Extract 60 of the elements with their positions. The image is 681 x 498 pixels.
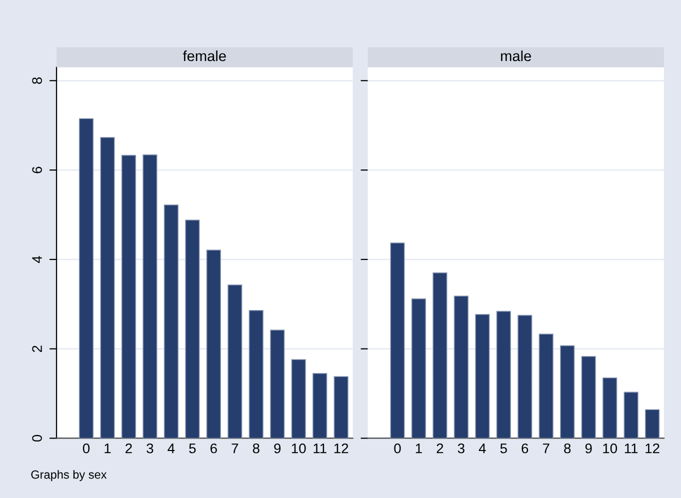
bar bbox=[538, 334, 554, 438]
x-tick-label: 5 bbox=[500, 444, 507, 454]
bar bbox=[581, 356, 596, 438]
x-tick-label: 7 bbox=[542, 444, 550, 454]
bar bbox=[644, 409, 660, 438]
y-tick-label: 6 bbox=[32, 166, 42, 174]
bar bbox=[624, 392, 638, 438]
x-tick-label: 9 bbox=[585, 443, 592, 454]
x-tick-label: 9 bbox=[274, 443, 281, 454]
x-tick-label: 10 bbox=[603, 443, 618, 454]
x-tick-label: 1 bbox=[416, 444, 422, 454]
y-tick-label: 2 bbox=[32, 346, 42, 352]
x-tick-label: 8 bbox=[252, 443, 260, 454]
x-tick-label: 11 bbox=[314, 444, 326, 454]
bar bbox=[248, 310, 264, 438]
y-tick-label: 4 bbox=[32, 256, 42, 263]
x-tick-label: 0 bbox=[82, 443, 90, 454]
bar bbox=[185, 220, 200, 438]
bar bbox=[228, 284, 242, 438]
chart-title: female bbox=[182, 50, 226, 62]
bar bbox=[496, 310, 511, 438]
x-tick-label: 10 bbox=[292, 443, 306, 454]
bar bbox=[432, 272, 448, 438]
bar bbox=[270, 330, 285, 438]
x-tick-label: 12 bbox=[646, 443, 660, 454]
bar bbox=[164, 204, 179, 438]
x-tick-label: 1 bbox=[104, 444, 111, 454]
x-tick-label: 6 bbox=[210, 443, 217, 454]
bar bbox=[411, 298, 426, 438]
bar bbox=[142, 154, 158, 438]
x-tick-label: 2 bbox=[126, 443, 132, 454]
text: Graphs by sex bbox=[31, 470, 107, 482]
x-tick-label: 6 bbox=[522, 443, 528, 454]
bar bbox=[475, 314, 490, 438]
bar bbox=[291, 359, 306, 438]
bar bbox=[206, 250, 221, 438]
bar bbox=[602, 377, 618, 438]
bar bbox=[121, 154, 136, 438]
x-tick-label: 8 bbox=[564, 443, 571, 454]
bar bbox=[78, 118, 94, 438]
chart-title: male bbox=[501, 50, 532, 62]
bar bbox=[334, 376, 348, 438]
y-tick-label: 0 bbox=[32, 434, 42, 442]
x-tick-label: 3 bbox=[458, 443, 464, 454]
x-tick-label: 12 bbox=[334, 443, 348, 454]
y-tick-label: 8 bbox=[32, 77, 42, 84]
x-tick-label: 5 bbox=[189, 444, 196, 454]
x-tick-label: 0 bbox=[394, 443, 401, 454]
x-tick-label: 3 bbox=[146, 443, 154, 454]
x-tick-label: 2 bbox=[436, 443, 444, 454]
x-tick-label: 4 bbox=[168, 444, 175, 454]
bar bbox=[560, 345, 575, 438]
bar bbox=[454, 296, 468, 438]
x-tick-label: 11 bbox=[624, 444, 638, 454]
x-tick-label: 4 bbox=[478, 444, 486, 454]
x-tick-label: 7 bbox=[232, 444, 238, 454]
bar bbox=[518, 314, 532, 438]
bar bbox=[100, 136, 115, 438]
bar bbox=[312, 373, 328, 438]
bar bbox=[390, 242, 405, 438]
